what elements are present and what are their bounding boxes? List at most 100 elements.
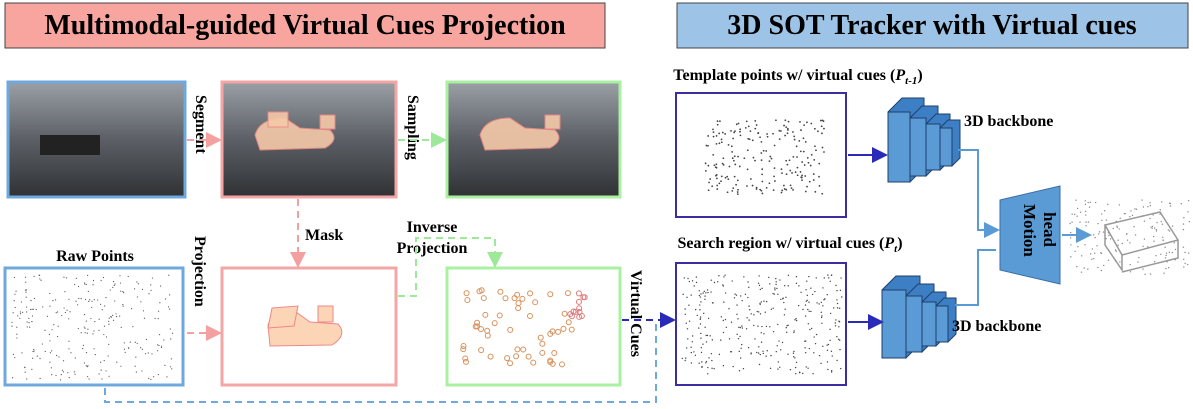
dot xyxy=(49,305,51,307)
inverse-projection-label: Projection xyxy=(397,240,468,257)
dot xyxy=(93,299,95,301)
dot xyxy=(705,360,708,363)
dot xyxy=(1160,201,1163,203)
dot xyxy=(792,352,795,354)
dot xyxy=(140,347,142,349)
dot xyxy=(705,362,707,364)
dot xyxy=(731,189,734,192)
dot xyxy=(810,122,813,125)
dot xyxy=(463,290,470,297)
dot xyxy=(762,352,765,355)
dot xyxy=(532,299,539,306)
dot xyxy=(1076,207,1079,210)
dot xyxy=(158,334,161,336)
arrows xyxy=(104,132,676,403)
dot xyxy=(789,368,792,371)
dot xyxy=(119,315,121,317)
dot xyxy=(737,318,739,320)
dot xyxy=(1165,252,1168,254)
dot xyxy=(49,352,52,354)
dot xyxy=(774,180,776,182)
dot xyxy=(836,307,839,309)
dot xyxy=(1183,258,1185,261)
dot xyxy=(28,322,30,324)
dot xyxy=(749,130,752,133)
dot xyxy=(55,312,57,314)
dot xyxy=(772,189,775,192)
dot xyxy=(135,356,137,358)
dot xyxy=(793,330,795,332)
dot xyxy=(1155,228,1158,231)
dot xyxy=(511,295,518,302)
dot xyxy=(1094,201,1097,204)
dot xyxy=(1084,210,1087,213)
dot xyxy=(1143,238,1146,240)
dot xyxy=(783,184,785,187)
dot xyxy=(735,294,738,296)
dot xyxy=(166,376,168,378)
dot xyxy=(713,281,716,284)
dot xyxy=(1174,248,1177,251)
dot xyxy=(169,328,171,330)
dot xyxy=(115,313,117,315)
dot xyxy=(1085,224,1087,227)
dot xyxy=(1094,252,1096,254)
dot xyxy=(31,368,33,370)
point-cloud xyxy=(11,274,174,381)
dot xyxy=(1119,261,1121,263)
dot xyxy=(690,351,692,354)
dot xyxy=(820,316,823,319)
dot xyxy=(779,279,781,281)
dot xyxy=(741,343,743,346)
dot xyxy=(707,317,710,320)
dot xyxy=(61,314,63,317)
dot xyxy=(131,307,133,310)
dot xyxy=(24,371,26,373)
dot xyxy=(1077,246,1079,248)
dot xyxy=(539,340,546,347)
dot xyxy=(1117,244,1119,246)
dot xyxy=(51,329,53,331)
dot xyxy=(805,300,808,302)
dot xyxy=(1115,250,1117,252)
dot xyxy=(814,290,816,293)
virtual-cues-label: Virtual Cues xyxy=(627,270,644,357)
dot xyxy=(103,325,106,327)
dot xyxy=(921,301,937,347)
dot xyxy=(100,369,102,371)
dot xyxy=(749,309,751,311)
dot xyxy=(721,162,724,165)
dot xyxy=(92,284,94,286)
dot xyxy=(823,277,826,279)
dot xyxy=(56,354,58,357)
dot xyxy=(1092,234,1095,236)
dot xyxy=(783,124,785,127)
dot xyxy=(120,326,122,328)
dot xyxy=(157,350,159,352)
dot xyxy=(29,308,32,311)
dot xyxy=(26,378,28,380)
dot xyxy=(826,294,828,296)
dot xyxy=(774,287,776,289)
dot xyxy=(565,319,572,326)
dot xyxy=(727,178,730,181)
dot xyxy=(806,299,808,302)
dot xyxy=(58,356,60,358)
dot xyxy=(736,193,739,196)
dot xyxy=(1123,213,1126,215)
dot xyxy=(778,129,781,132)
dot xyxy=(137,283,139,285)
dot xyxy=(108,343,110,345)
dot xyxy=(527,290,534,297)
dot xyxy=(1147,246,1149,248)
dot xyxy=(695,281,698,284)
dot xyxy=(738,350,740,353)
dot xyxy=(777,368,779,370)
dot xyxy=(1069,231,1072,234)
dot xyxy=(1105,237,1107,240)
dot xyxy=(822,305,824,307)
dot xyxy=(1101,219,1103,222)
output-cloud xyxy=(1069,199,1191,276)
dot xyxy=(460,346,467,353)
dot xyxy=(40,279,42,281)
